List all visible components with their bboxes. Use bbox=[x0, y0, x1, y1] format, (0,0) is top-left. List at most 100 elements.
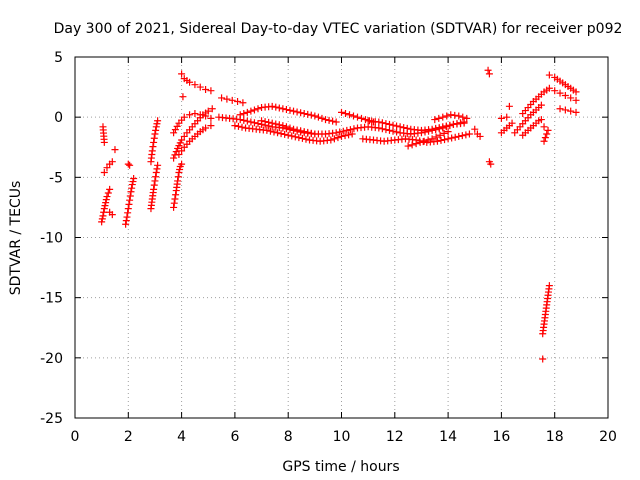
x-tick-label: 18 bbox=[546, 429, 564, 445]
data-point bbox=[202, 124, 210, 132]
data-point bbox=[148, 147, 156, 155]
data-point bbox=[332, 129, 340, 137]
data-point bbox=[150, 138, 158, 146]
data-point bbox=[433, 137, 441, 145]
data-series bbox=[505, 102, 513, 110]
data-point bbox=[102, 196, 110, 204]
data-point bbox=[476, 132, 484, 140]
data-point bbox=[149, 143, 157, 151]
data-series bbox=[539, 355, 547, 363]
data-series bbox=[178, 70, 215, 95]
data-point bbox=[428, 135, 436, 143]
data-point bbox=[124, 160, 132, 168]
data-point bbox=[325, 116, 333, 124]
data-point bbox=[223, 95, 231, 103]
data-point bbox=[455, 112, 463, 120]
data-point bbox=[98, 218, 106, 226]
data-point bbox=[152, 169, 160, 177]
data-point bbox=[302, 135, 310, 143]
data-point bbox=[288, 132, 296, 140]
data-point bbox=[180, 113, 188, 121]
data-point bbox=[238, 123, 246, 131]
y-tick-label: -5 bbox=[49, 170, 63, 186]
data-point bbox=[208, 105, 216, 113]
data-point bbox=[152, 126, 160, 134]
data-point bbox=[100, 208, 108, 216]
data-point bbox=[178, 70, 186, 78]
data-point bbox=[152, 173, 160, 181]
data-points bbox=[98, 66, 580, 363]
data-point bbox=[443, 112, 451, 120]
data-point bbox=[545, 282, 553, 290]
data-point bbox=[382, 126, 390, 134]
data-point bbox=[297, 109, 305, 117]
data-point bbox=[176, 166, 184, 174]
data-point bbox=[459, 113, 467, 121]
data-point bbox=[537, 116, 545, 124]
data-point bbox=[172, 191, 180, 199]
data-point bbox=[277, 130, 285, 138]
data-point bbox=[439, 123, 447, 131]
data-point bbox=[272, 120, 280, 128]
data-point bbox=[128, 181, 136, 189]
data-point bbox=[272, 103, 280, 111]
data-point bbox=[170, 154, 178, 162]
data-point bbox=[416, 138, 424, 146]
data-point bbox=[270, 128, 278, 136]
data-point bbox=[567, 94, 575, 102]
data-point bbox=[338, 108, 345, 116]
data-point bbox=[98, 215, 106, 223]
data-point bbox=[218, 94, 226, 102]
data-point bbox=[103, 193, 111, 201]
data-series bbox=[511, 101, 545, 137]
data-point bbox=[349, 112, 357, 120]
data-point bbox=[243, 117, 251, 125]
data-series bbox=[218, 94, 247, 107]
data-point bbox=[345, 111, 353, 119]
data-point bbox=[127, 188, 135, 196]
data-series bbox=[100, 158, 116, 177]
data-point bbox=[436, 131, 444, 139]
data-point bbox=[284, 131, 292, 139]
data-point bbox=[274, 129, 282, 137]
data-point bbox=[327, 136, 335, 144]
data-point bbox=[378, 125, 386, 133]
data-point bbox=[234, 98, 242, 106]
data-point bbox=[505, 102, 513, 110]
data-point bbox=[268, 102, 276, 110]
data-point bbox=[126, 161, 134, 169]
data-point bbox=[336, 128, 344, 136]
data-point bbox=[178, 160, 186, 168]
x-tick-label: 10 bbox=[333, 429, 351, 445]
data-point bbox=[300, 128, 308, 136]
data-point bbox=[545, 71, 553, 79]
data-point bbox=[171, 195, 179, 203]
data-point bbox=[293, 126, 301, 134]
data-point bbox=[186, 111, 194, 119]
data-point bbox=[432, 133, 440, 141]
data-point bbox=[389, 121, 397, 129]
data-point bbox=[207, 87, 215, 95]
data-point bbox=[447, 111, 455, 119]
y-tick-label: 0 bbox=[54, 110, 63, 126]
data-point bbox=[247, 107, 255, 115]
data-point bbox=[311, 130, 319, 138]
data-point bbox=[435, 114, 443, 122]
data-point bbox=[440, 129, 448, 137]
data-point bbox=[150, 134, 158, 142]
data-point bbox=[297, 127, 305, 135]
data-series bbox=[484, 66, 493, 78]
data-point bbox=[124, 209, 132, 217]
data-point bbox=[290, 125, 298, 133]
data-series bbox=[231, 122, 356, 145]
data-series bbox=[364, 117, 468, 134]
data-point bbox=[400, 124, 408, 132]
y-tick-label: -20 bbox=[40, 351, 63, 367]
data-point bbox=[111, 146, 119, 154]
data-series bbox=[471, 125, 484, 140]
data-point bbox=[124, 205, 132, 213]
data-point bbox=[403, 124, 411, 132]
data-point bbox=[420, 137, 428, 145]
x-tick-label: 16 bbox=[492, 429, 510, 445]
